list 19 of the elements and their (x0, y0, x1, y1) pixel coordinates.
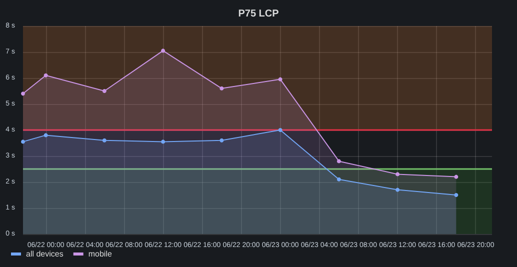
point (102, 138, 106, 142)
point (44, 73, 48, 78)
point (220, 138, 224, 142)
point (454, 174, 458, 179)
legend-label: all devices (26, 250, 64, 258)
point (396, 172, 400, 176)
point (102, 89, 106, 93)
point (278, 77, 282, 82)
point (161, 48, 166, 53)
point (161, 140, 166, 144)
point (278, 128, 282, 132)
chart-title: P75 LCP (238, 8, 280, 20)
point (454, 193, 458, 197)
point (44, 133, 48, 138)
legend-label: mobile (88, 250, 112, 258)
point (336, 159, 341, 164)
point (396, 188, 400, 192)
point (220, 86, 224, 90)
point (336, 177, 341, 182)
